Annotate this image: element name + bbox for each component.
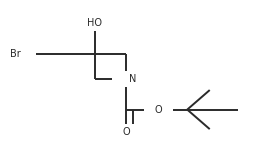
- Text: O: O: [154, 105, 162, 115]
- Text: N: N: [128, 74, 136, 84]
- Text: Br: Br: [10, 49, 20, 59]
- Text: O: O: [123, 127, 130, 137]
- Text: HO: HO: [87, 18, 102, 28]
